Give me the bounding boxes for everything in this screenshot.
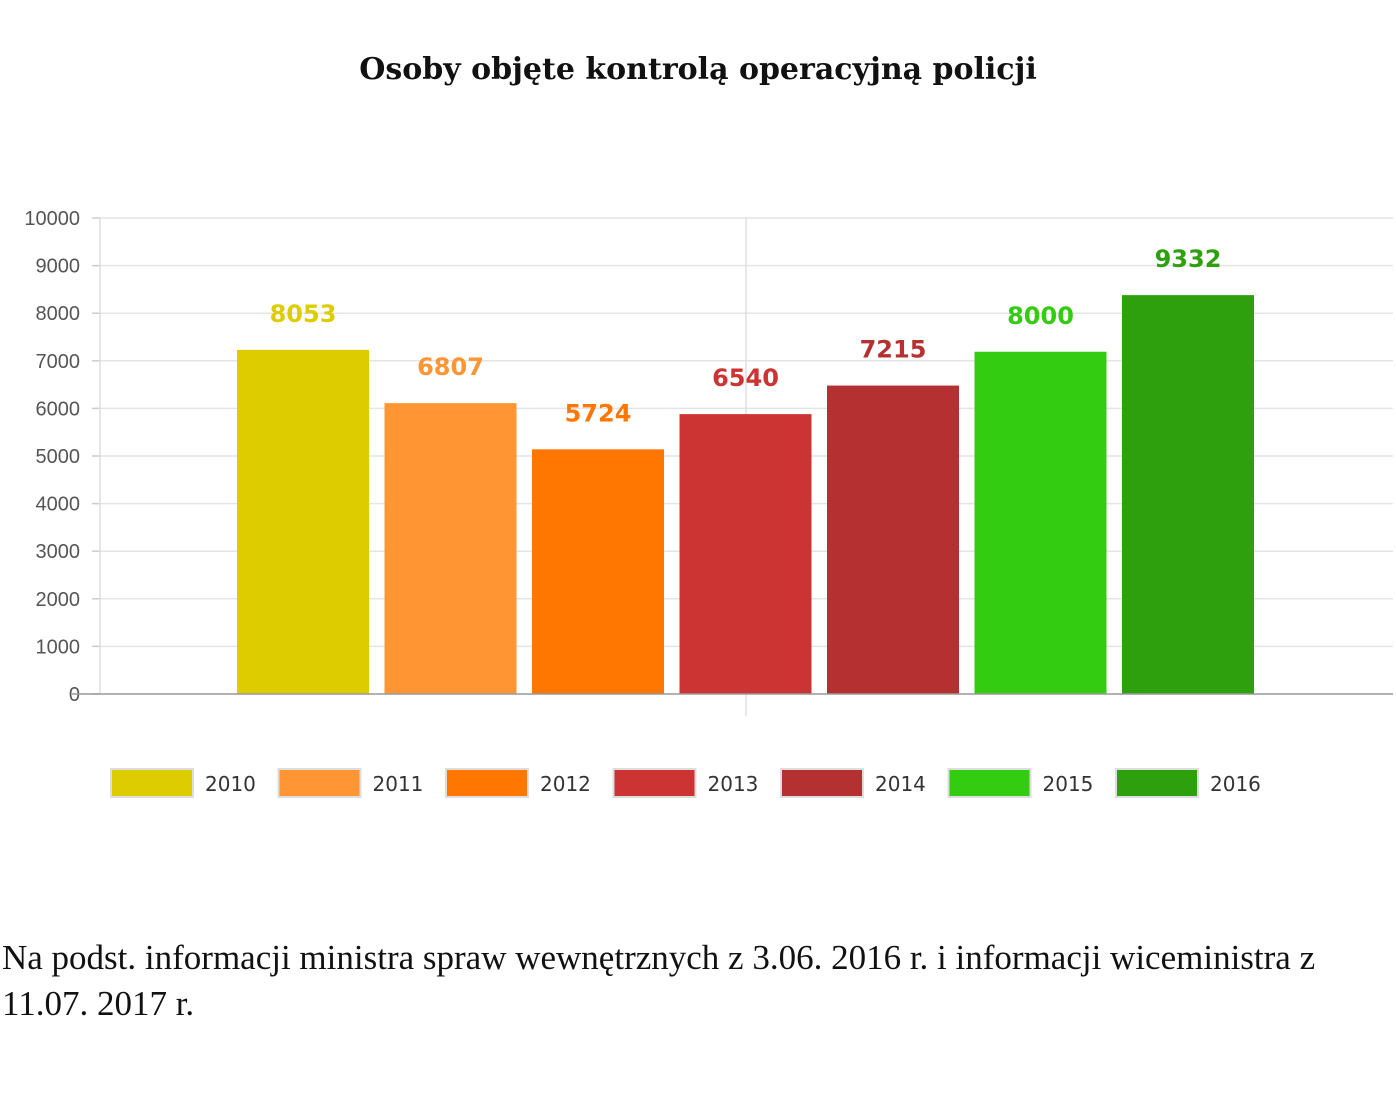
y-tick-label: 3000 (36, 541, 81, 563)
y-tick-label: 0 (69, 684, 80, 706)
data-label-2013: 6540 (712, 364, 779, 392)
legend-swatch-2011 (277, 768, 362, 798)
y-tick-label: 6000 (36, 398, 81, 420)
bar-2014 (827, 385, 959, 694)
legend-label-2013: 2013 (708, 772, 759, 796)
data-label-2014: 7215 (860, 336, 927, 364)
legend-swatch-2016 (1115, 768, 1199, 798)
data-label-2012: 5724 (565, 399, 632, 427)
chart-title: Osoby objęte kontrolą operacyjną policji (359, 52, 1037, 87)
bar-chart: 0 1000 2000 3000 4000 5000 6000 7000 8000 9000 100… (24, 208, 1393, 798)
source-note: Na podst. informacji ministra spraw wewn… (2, 938, 1316, 1023)
bar-2012 (532, 449, 664, 694)
legend-swatch-2015 (947, 768, 1032, 798)
y-tick-label: 1000 (36, 636, 81, 658)
data-label-2011: 6807 (417, 353, 484, 381)
legend-swatch-2013 (612, 768, 697, 798)
legend-label-2014: 2014 (875, 772, 926, 796)
bar-2010 (237, 349, 369, 694)
y-tick-label: 2000 (36, 589, 81, 611)
legend-swatch-2010 (110, 768, 194, 798)
legend-label-2010: 2010 (205, 772, 256, 796)
data-label-2010: 8053 (270, 300, 337, 328)
legend-label-2011: 2011 (373, 772, 424, 796)
data-label-2015: 8000 (1007, 302, 1074, 330)
bar-2011 (384, 403, 517, 694)
y-tick-label: 8000 (36, 303, 81, 325)
y-tick-label: 7000 (36, 351, 81, 373)
legend-label-2016: 2016 (1210, 772, 1261, 796)
data-label-2016: 9332 (1155, 245, 1222, 273)
legend-label-2012: 2012 (540, 772, 591, 796)
bar-2013 (679, 414, 812, 694)
bar-2015 (974, 351, 1107, 694)
y-tick-label: 10000 (24, 208, 80, 230)
legend-label-2015: 2015 (1043, 772, 1094, 796)
y-tick-label: 9000 (36, 256, 81, 278)
legend-swatch-2014 (780, 768, 864, 798)
y-tick-label: 5000 (36, 446, 81, 468)
y-tick-label: 4000 (36, 494, 81, 516)
legend-swatch-2012 (445, 768, 529, 798)
bar-2016 (1122, 295, 1254, 694)
